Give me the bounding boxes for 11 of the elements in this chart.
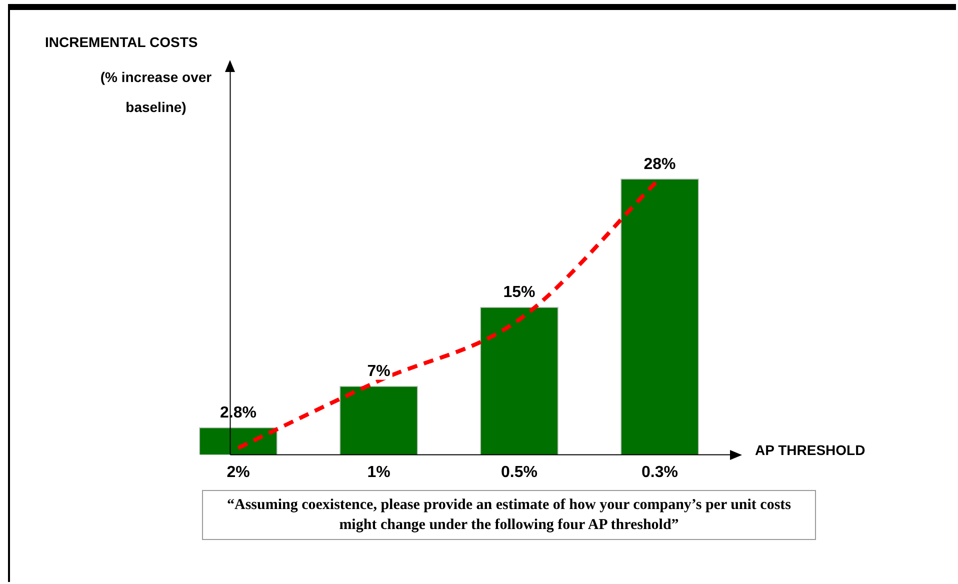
data-label: 28%	[644, 156, 676, 173]
x-axis-title: AP THRESHOLD	[755, 442, 866, 458]
chart-title: INCREMENTAL COSTS	[45, 34, 198, 50]
y-axis-title: (% increase over baseline)	[99, 68, 213, 117]
x-tick-label: 2%	[226, 464, 250, 481]
data-label: 15%	[503, 284, 536, 302]
x-tick-label: 0.3%	[642, 464, 678, 481]
text: “Assuming coexistence, please provide an estimate of how your company’s per unit costs might change under the following four AP threshold”	[202, 490, 816, 540]
x-tick-label: 0.5%	[501, 464, 538, 481]
data-label: 7%	[367, 363, 390, 380]
x-tick-label: 1%	[367, 464, 390, 481]
